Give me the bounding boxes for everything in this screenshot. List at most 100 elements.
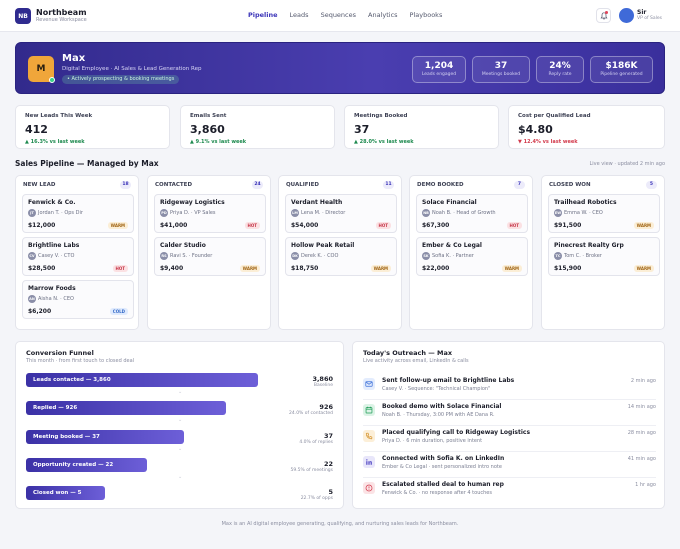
activity-time: 14 min ago [627, 404, 656, 410]
metric-delta: ▲ 9.1% vs last week [190, 139, 247, 145]
pipeline-column-qualified: QUALIFIED 11 Verdant Health LM Lena M. ·… [278, 175, 402, 330]
deal-contact: Sofia K. · Partner [432, 253, 474, 259]
stat-value: 37 [494, 61, 508, 71]
nav-sequences[interactable]: Sequences [320, 11, 357, 19]
deal-value: $22,000 [422, 265, 450, 272]
deal-value: $28,500 [28, 265, 56, 272]
deal-contact: Derek K. · COO [301, 253, 339, 259]
linkedin-icon [363, 456, 375, 468]
funnel-subtitle: This month · from first touch to closed … [26, 358, 135, 364]
deal-company: Solace Financial [422, 199, 477, 206]
metric-card-new-leads: New Leads This Week 412 ▲ 16.3% vs last … [15, 105, 170, 149]
top-navbar: NB Northbeam Revenue Workspace Pipeline … [0, 0, 680, 32]
nav-pipeline[interactable]: Pipeline [248, 11, 278, 19]
activity-title: Sent follow-up email to Brightline Labs [382, 377, 515, 384]
activity-title: Booked demo with Solace Financial [382, 403, 502, 410]
activity-title: Placed qualifying call to Ridgeway Logis… [382, 429, 531, 436]
metric-value: 37 [354, 123, 370, 136]
main-nav: Pipeline Leads Sequences Analytics Playb… [248, 11, 454, 20]
contact-avatar: RS [160, 252, 168, 260]
funnel-stage-value: 3,860 [312, 375, 333, 383]
brand-logo[interactable]: NB [15, 8, 31, 24]
metric-label: Meetings Booked [354, 113, 408, 119]
user-avatar[interactable] [619, 8, 634, 23]
deal-temperature-tag: HOT [506, 222, 522, 229]
column-count-badge: 24 [252, 181, 263, 189]
activity-detail: Priya D. · 6 min duration, positive inte… [382, 438, 483, 444]
deal-value: $9,400 [160, 265, 184, 272]
agent-status-pill: • Actively prospecting & booking meeting… [62, 75, 180, 84]
funnel-stage-value: 37 [323, 432, 333, 440]
notifications-button[interactable] [596, 8, 611, 23]
deal-company: Verdant Health [291, 199, 343, 206]
nav-analytics[interactable]: Analytics [368, 11, 398, 19]
deal-card[interactable]: Trailhead Robotics EW Emma W. · CEO $91,… [548, 194, 660, 233]
funnel-stage-value: 5 [328, 488, 333, 496]
deal-company: Trailhead Robotics [554, 199, 617, 206]
activity-time: 1 hr ago [635, 482, 656, 488]
activity-title: Escalated stalled deal to human rep [382, 481, 504, 488]
activity-detail: Noah B. · Thursday, 3:00 PM with AE Dana… [382, 412, 495, 418]
activity-item[interactable]: Placed qualifying call to Ridgeway Logis… [363, 426, 656, 452]
activity-item[interactable]: Booked demo with Solace Financial Noah B… [363, 400, 656, 426]
funnel-stage-value: 926 [319, 403, 333, 411]
deal-company: Ember & Co Legal [422, 242, 482, 249]
deal-card[interactable]: Pinecrest Realty Grp TC Tom C. · Broker … [548, 237, 660, 276]
deal-temperature-tag: WARM [107, 222, 128, 229]
activity-title: Connected with Sofia K. on LinkedIn [382, 455, 505, 462]
contact-avatar: LM [291, 209, 299, 217]
deal-card[interactable]: Ember & Co Legal SK Sofia K. · Partner $… [416, 237, 528, 276]
outreach-activity-card: Today's Outreach — Max Live activity acr… [352, 341, 665, 509]
funnel-bar-label: Meeting booked — 37 [33, 434, 100, 440]
deal-value: $41,000 [160, 222, 188, 229]
stat-value: 1,204 [424, 61, 454, 71]
funnel-bar-label: Leads contacted — 3,860 [33, 377, 111, 383]
deal-card[interactable]: Calder Studio RS Ravi S. · Founder $9,40… [154, 237, 266, 276]
deal-card[interactable]: Ridgeway Logistics PD Priya D. · VP Sale… [154, 194, 266, 233]
deal-card[interactable]: Marrow Foods AN Aisha N. · CEO $6,200 CO… [22, 280, 134, 319]
deal-value: $54,000 [291, 222, 319, 229]
activity-item[interactable]: Connected with Sofia K. on LinkedIn Embe… [363, 452, 656, 478]
funnel-bar-label: Opportunity created — 22 [33, 462, 114, 468]
stat-leads-engaged: 1,204 Leads engaged [412, 56, 466, 83]
funnel-stage-note: 59.5% of meetings [290, 468, 333, 473]
deal-card[interactable]: Verdant Health LM Lena M. · Director $54… [285, 194, 397, 233]
deal-card[interactable]: Brightline Labs CV Casey V. · CTO $28,50… [22, 237, 134, 276]
deal-company: Hollow Peak Retail [291, 242, 355, 249]
deal-contact: Jordan T. · Ops Dir [38, 210, 83, 216]
deal-temperature-tag: WARM [633, 265, 654, 272]
outreach-title: Today's Outreach — Max [363, 349, 453, 357]
activity-time: 41 min ago [627, 456, 656, 462]
deal-temperature-tag: COLD [109, 308, 128, 315]
funnel-bar-label: Closed won — 5 [33, 490, 82, 496]
column-title: DEMO BOOKED [417, 182, 464, 188]
deal-company: Marrow Foods [28, 285, 76, 292]
mail-icon [363, 378, 375, 390]
funnel-bar: Replied — 926 [26, 401, 226, 415]
deal-company: Fenwick & Co. [28, 199, 76, 206]
nav-playbooks[interactable]: Playbooks [409, 11, 443, 19]
metric-value: 3,860 [190, 123, 225, 136]
deal-value: $18,750 [291, 265, 319, 272]
nav-leads[interactable]: Leads [289, 11, 309, 19]
funnel-stage-note: 24.0% of contacted [289, 411, 333, 416]
alert-icon [363, 482, 375, 494]
contact-avatar: DK [291, 252, 299, 260]
deal-card[interactable]: Hollow Peak Retail DK Derek K. · COO $18… [285, 237, 397, 276]
user-name: Sir [637, 9, 647, 16]
metric-delta: ▲ 28.0% vs last week [354, 139, 414, 145]
funnel-bar: Leads contacted — 3,860 [26, 373, 258, 387]
activity-item[interactable]: Escalated stalled deal to human rep Fenw… [363, 478, 656, 504]
deal-card[interactable]: Solace Financial NB Noah B. · Head of Gr… [416, 194, 528, 233]
contact-avatar: JT [28, 209, 36, 217]
funnel-bar: Meeting booked — 37 [26, 430, 184, 444]
deal-card[interactable]: Fenwick & Co. JT Jordan T. · Ops Dir $12… [22, 194, 134, 233]
deal-temperature-tag: WARM [370, 265, 391, 272]
activity-item[interactable]: Sent follow-up email to Brightline Labs … [363, 374, 656, 400]
deal-contact: Aisha N. · CEO [38, 296, 74, 302]
column-title: CONTACTED [155, 182, 193, 188]
deal-contact: Casey V. · CTO [38, 253, 75, 259]
agent-role: Digital Employee · AI Sales & Lead Gener… [62, 66, 202, 72]
column-count-badge: 5 [646, 181, 657, 189]
deal-value: $15,900 [554, 265, 582, 272]
